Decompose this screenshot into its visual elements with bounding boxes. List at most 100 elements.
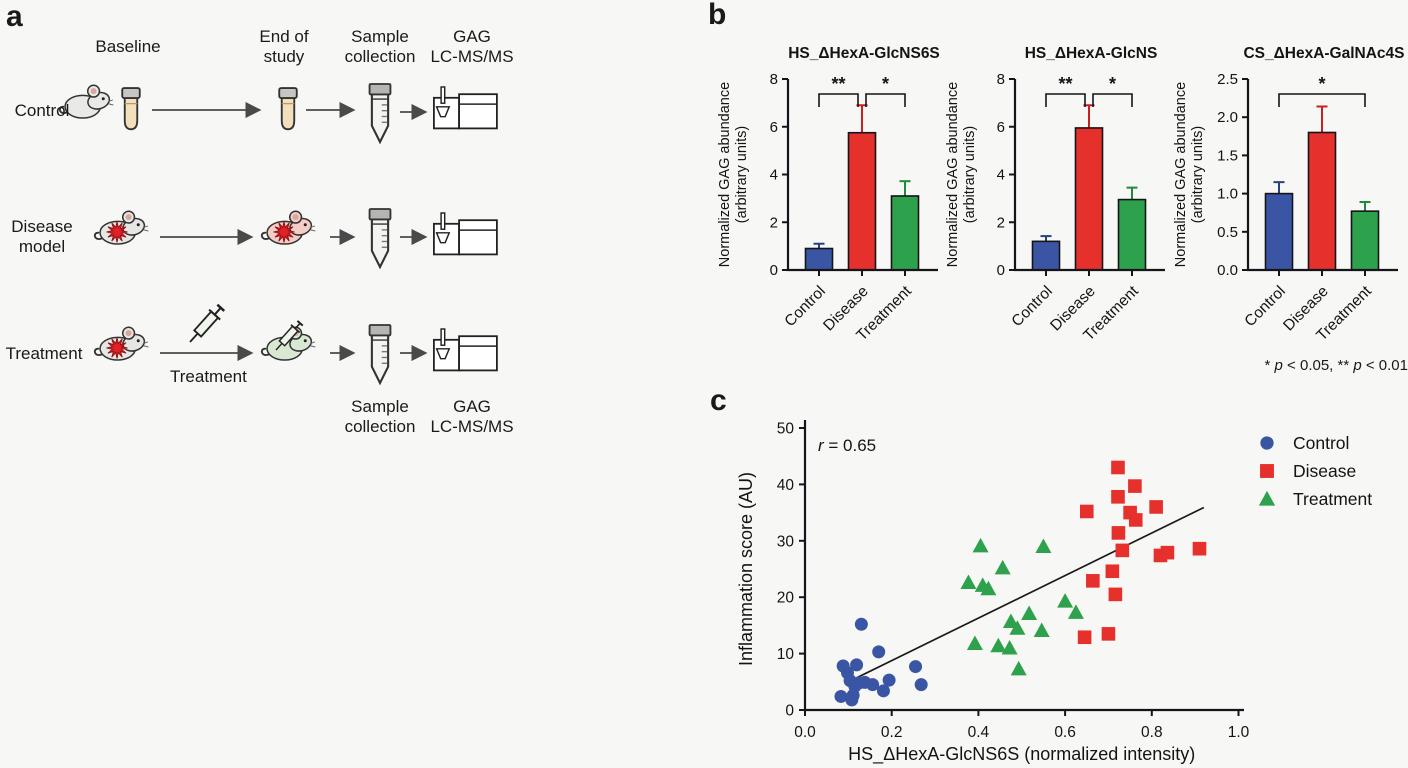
column-header-sample-collection: Sample collection <box>344 27 416 67</box>
y-tick-label: 20 <box>777 590 795 607</box>
y-tick-label: 0 <box>785 703 794 720</box>
y-tick-label: 8 <box>997 71 1005 88</box>
legend-marker-disease <box>1260 464 1274 478</box>
row-label-treatment: Treatment <box>5 344 83 363</box>
falcon-tube-icon <box>368 82 392 144</box>
scatter-point-control <box>882 673 896 687</box>
workflow-diagram <box>58 82 498 385</box>
scatter-point-disease <box>1111 526 1126 540</box>
scatter-point-disease <box>1128 513 1143 527</box>
scatter-point-control <box>850 658 864 672</box>
falcon-tube-icon <box>368 207 392 269</box>
y-axis-label-line1: Normalized GAG abundance <box>717 82 733 267</box>
y-tick-label: 0.5 <box>1217 224 1238 241</box>
y-tick-label: 30 <box>777 533 795 550</box>
scatter-point-disease <box>1111 460 1125 475</box>
scatter-point-disease <box>1192 541 1207 556</box>
x-tick-label: 0.6 <box>1054 724 1076 741</box>
y-tick-label: 8 <box>770 71 778 88</box>
footer-label-sample-collection: Sample collection <box>344 397 416 437</box>
trend-line <box>845 506 1205 684</box>
note-part: < 0.05, ** <box>1282 357 1354 374</box>
x-axis-label: HS_ΔHexA-GlcNS6S (normalized intensity) <box>848 744 1195 765</box>
legend-label-control: Control <box>1293 433 1349 453</box>
bar-treatment <box>890 195 920 271</box>
x-tick-label: 0.2 <box>881 724 903 741</box>
row-label-disease-model: Disease model <box>11 217 73 257</box>
row-label-control: Control <box>14 101 70 120</box>
scatter-point-disease <box>1077 630 1092 645</box>
scatter-point-disease <box>1111 490 1125 504</box>
scatter-point-control <box>854 617 868 631</box>
significance-bracket <box>1092 93 1133 107</box>
column-header-gag-lcmsms: GAG LC-MS/MS <box>430 27 514 67</box>
y-axis-label-line2: (arbitrary units) <box>734 126 750 224</box>
x-tick-label: 0.4 <box>968 724 990 741</box>
legend-marker-control <box>1260 436 1274 450</box>
syringe-icon <box>183 301 228 349</box>
scatter-plot-inflammation-vs-glcns6s: 0.0 0.2 0.4 0.6 0.8 1.0 0 10 20 30 40 50 HS_ΔHexA-Gl… <box>736 420 1372 765</box>
bar-disease <box>847 131 877 271</box>
y-tick-label: 2 <box>770 214 778 231</box>
y-tick-label: 4 <box>770 167 778 184</box>
bar-chart-hs-dhexa-glcns: HS_ΔHexA-GlcNS Normalized GAG abundance (a… <box>945 45 1165 344</box>
scatter-point-treatment <box>1057 593 1074 608</box>
y-axis-label-line1: Normalized GAG abundance <box>945 82 961 267</box>
scatter-point-control <box>845 693 859 707</box>
bar-treatment <box>1117 198 1147 271</box>
panel-a-label: a <box>6 0 23 33</box>
correlation-annotation: r = 0.65 <box>818 436 876 455</box>
scatter-point-disease <box>1115 543 1130 558</box>
significance-bracket <box>818 93 859 107</box>
x-tick-label: 1.0 <box>1228 724 1250 741</box>
legend-label-treatment: Treatment <box>1293 489 1372 509</box>
scatter-point-control <box>909 660 923 674</box>
falcon-tube-icon <box>368 323 392 385</box>
scatter-point-disease <box>1128 479 1142 493</box>
scatter-point-control <box>914 678 928 692</box>
y-axis-label-line2: (arbitrary units) <box>1190 126 1206 224</box>
significance-bracket <box>1278 93 1366 107</box>
scatter-point-treatment <box>1002 613 1019 628</box>
scatter-point-control <box>876 684 890 698</box>
x-tick-label: 0.8 <box>1141 724 1163 741</box>
microtube-icon <box>121 87 141 131</box>
scatter-point-treatment <box>960 574 977 590</box>
scatter-point-treatment <box>994 559 1011 575</box>
y-tick-label: 2.0 <box>1217 109 1238 126</box>
panel-b-label: b <box>708 0 727 31</box>
scatter-point-control <box>834 689 848 703</box>
y-tick-label: 0 <box>997 262 1005 279</box>
bar-chart-hs-dhexa-glcns6s: HS_ΔHexA-GlcNS6S Normalized GAG abundance… <box>717 45 940 344</box>
bar-disease <box>1307 131 1337 271</box>
y-tick-label: 2 <box>997 214 1005 231</box>
scatter-point-treatment <box>1035 538 1052 553</box>
scatter-point-treatment <box>1001 639 1018 655</box>
significance-stars: * <box>882 74 889 94</box>
scatter-point-treatment <box>980 580 997 596</box>
y-axis-label-line1: Normalized GAG abundance <box>1173 82 1189 267</box>
scatter-point-treatment <box>1067 604 1084 619</box>
significance-bracket <box>1045 93 1086 107</box>
scatter-point-treatment <box>1009 620 1026 635</box>
y-tick-label: 40 <box>777 477 795 494</box>
y-tick-label: 1.5 <box>1217 147 1238 164</box>
legend-marker-treatment <box>1258 490 1276 506</box>
y-tick-label: 0.0 <box>1217 262 1238 279</box>
legend-label-disease: Disease <box>1293 461 1356 481</box>
note-part-p: p <box>1274 357 1283 374</box>
scatter-point-treatment <box>1021 605 1038 621</box>
column-header-baseline: Baseline <box>95 37 161 56</box>
y-axis-label: Inflammation score (AU) <box>736 472 756 666</box>
note-part: < 0.01 <box>1361 357 1408 374</box>
scatter-point-treatment <box>1033 622 1050 637</box>
y-tick-label: 0 <box>770 262 778 279</box>
y-tick-label: 4 <box>997 167 1005 184</box>
chart-title: CS_ΔHexA-GalNAc4S <box>1243 45 1404 62</box>
chart-title: HS_ΔHexA-GlcNS <box>1025 45 1158 62</box>
treatment-arrow-label: Treatment <box>170 367 247 386</box>
scatter-point-control <box>866 678 880 692</box>
y-tick-label: 6 <box>997 119 1005 136</box>
y-tick-label: 2.5 <box>1217 71 1238 88</box>
